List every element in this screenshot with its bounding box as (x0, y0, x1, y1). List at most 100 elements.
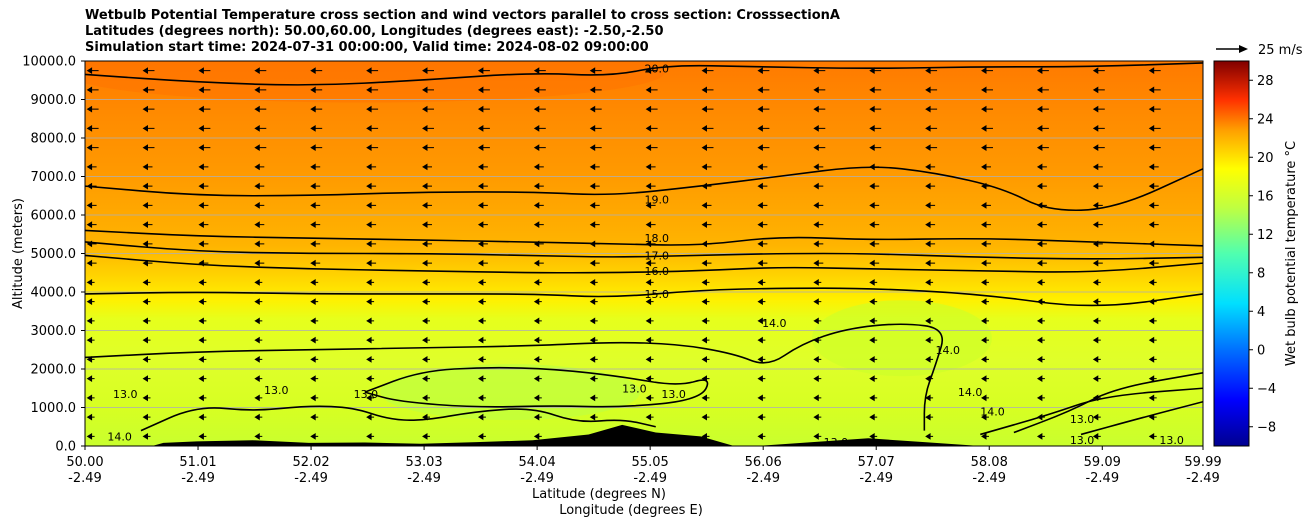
wind-arrow (198, 124, 211, 132)
wind-arrow (1092, 375, 1101, 383)
wind-arrow (254, 375, 263, 383)
wind-arrow (1036, 144, 1049, 152)
wind-arrow (198, 105, 211, 113)
wind-arrow (589, 105, 602, 113)
wind-arrow (645, 182, 656, 190)
chart-title-line-3: Simulation start time: 2024-07-31 00:00:… (85, 40, 649, 55)
wind-arrow (477, 259, 488, 267)
wind-arrow (1148, 375, 1157, 383)
wind-arrow (310, 336, 319, 344)
wind-arrow (813, 259, 824, 267)
wind-arrow (645, 221, 656, 229)
wind-arrow (254, 182, 265, 190)
wind-arrow (533, 201, 544, 209)
wind-arrow (422, 105, 434, 113)
contour-label: 19.0 (645, 194, 670, 207)
wind-arrow (422, 298, 430, 306)
wind-arrow (310, 432, 319, 440)
wind-arrow (757, 67, 770, 75)
wind-arrow (198, 355, 207, 363)
wind-arrow (701, 336, 710, 344)
wind-arrow (1148, 144, 1161, 152)
wind-vectors (86, 67, 1161, 440)
wind-arrow (1036, 336, 1045, 344)
wind-arrow (1148, 394, 1157, 402)
wind-arrow (477, 278, 486, 286)
wind-arrow (142, 317, 151, 325)
wind-arrow (198, 394, 207, 402)
wind-arrow (1148, 182, 1159, 190)
wind-arrow (813, 144, 826, 152)
wind-arrow (925, 259, 936, 267)
wind-arrow (1092, 124, 1105, 132)
wind-arrow (981, 278, 989, 286)
colorbar-tick-label: 4 (1257, 305, 1265, 320)
wind-arrow (925, 432, 934, 440)
wind-arrow (198, 432, 207, 440)
wind-arrow (981, 413, 989, 421)
wind-arrow (254, 86, 267, 94)
wind-arrow (813, 240, 824, 248)
wind-arrow (757, 317, 766, 325)
wind-arrow (813, 394, 822, 402)
wind-arrow (701, 259, 712, 267)
wind-arrow (86, 355, 95, 363)
wind-arrow (981, 240, 991, 248)
wind-arrow (366, 201, 377, 209)
x-tick-label-lon: -2.49 (972, 471, 1006, 486)
wind-arrow (757, 278, 766, 286)
wind-arrow (645, 144, 658, 152)
wind-arrow (1036, 278, 1045, 286)
wind-arrow (813, 432, 822, 440)
wind-arrow (254, 201, 265, 209)
wind-arrow (366, 105, 379, 113)
wind-arrow (589, 182, 600, 190)
wind-arrow (1036, 105, 1049, 113)
wind-arrow (310, 144, 323, 152)
warm-patch (85, 61, 665, 103)
wind-arrow (1092, 182, 1103, 190)
wind-arrow (254, 432, 263, 440)
wind-arrow (869, 355, 878, 363)
wind-arrow (198, 201, 209, 209)
contour-label: 13.0 (1070, 434, 1095, 447)
wind-arrow (366, 240, 377, 248)
wind-arrow (1092, 413, 1101, 421)
chart-title-line-2: Latitudes (degrees north): 50.00,60.00, … (85, 24, 664, 39)
wind-arrow (86, 259, 97, 267)
wind-arrow (198, 317, 207, 325)
wind-arrow (477, 240, 488, 248)
colorbar-tick-label: −8 (1257, 420, 1276, 435)
y-tick-label: 5000.0 (31, 247, 77, 262)
wind-arrow (477, 67, 490, 75)
wind-arrow (366, 336, 375, 344)
wind-arrow (310, 355, 319, 363)
wind-arrow (869, 105, 882, 113)
wind-arrow (533, 355, 542, 363)
wind-arrow (645, 298, 654, 306)
wind-arrow (1092, 105, 1105, 113)
wind-arrow (925, 182, 936, 190)
y-tick-label: 3000.0 (31, 324, 77, 339)
wind-arrow (533, 182, 544, 190)
wind-arrow (533, 124, 546, 132)
wind-arrow (589, 124, 602, 132)
wind-arrow (310, 375, 319, 383)
wind-arrow (589, 201, 600, 209)
wind-arrow (86, 86, 99, 94)
wind-arrow (869, 221, 880, 229)
wind-arrow (701, 221, 712, 229)
contour-label: 14.0 (107, 430, 132, 443)
wind-arrow (477, 201, 488, 209)
wind-arrow (1148, 278, 1157, 286)
wind-arrow (813, 86, 826, 94)
x-tick-label-lat: 59.99 (1184, 455, 1221, 470)
wind-arrow (86, 278, 95, 286)
wind-arrow (757, 375, 766, 383)
wind-arrow (86, 124, 99, 132)
wind-arrow (589, 394, 598, 402)
wind-arrow (422, 201, 432, 209)
wind-arrow (366, 278, 375, 286)
wind-arrow (142, 105, 155, 113)
wind-arrow (366, 298, 375, 306)
